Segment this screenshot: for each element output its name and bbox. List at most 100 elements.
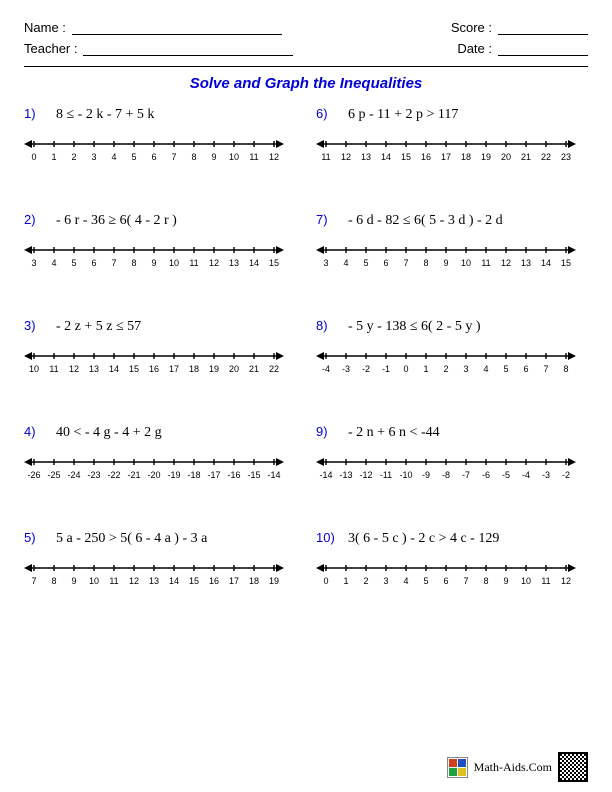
- problem-header: 2)- 6 r - 36 ≥ 6( 4 - 2 r ): [24, 212, 296, 230]
- svg-text:12: 12: [129, 576, 139, 586]
- svg-text:-20: -20: [147, 470, 160, 480]
- svg-text:-17: -17: [207, 470, 220, 480]
- svg-text:4: 4: [483, 364, 488, 374]
- svg-text:10: 10: [521, 576, 531, 586]
- svg-text:-4: -4: [322, 364, 330, 374]
- numberline: 10111213141516171819202122: [24, 344, 284, 378]
- svg-text:14: 14: [109, 364, 119, 374]
- svg-text:7: 7: [543, 364, 548, 374]
- svg-text:-3: -3: [342, 364, 350, 374]
- svg-text:2: 2: [443, 364, 448, 374]
- numberline-container: 0123456789101112: [316, 556, 576, 590]
- inequality-text: - 6 d - 82 ≤ 6( 5 - 3 d ) - 2 d: [348, 213, 503, 229]
- svg-text:6: 6: [91, 258, 96, 268]
- svg-text:21: 21: [521, 152, 531, 162]
- svg-text:15: 15: [189, 576, 199, 586]
- teacher-field: Teacher :: [24, 41, 293, 56]
- svg-text:2: 2: [71, 152, 76, 162]
- svg-text:13: 13: [361, 152, 371, 162]
- name-input-line[interactable]: [72, 21, 282, 35]
- svg-text:23: 23: [561, 152, 571, 162]
- svg-text:12: 12: [501, 258, 511, 268]
- svg-text:5: 5: [503, 364, 508, 374]
- numberline-container: 0123456789101112: [24, 132, 284, 166]
- date-label: Date :: [457, 41, 492, 56]
- svg-text:4: 4: [343, 258, 348, 268]
- svg-text:19: 19: [269, 576, 279, 586]
- score-label: Score :: [451, 20, 492, 35]
- svg-text:17: 17: [441, 152, 451, 162]
- svg-text:12: 12: [341, 152, 351, 162]
- score-field: Score :: [451, 20, 588, 35]
- svg-text:6: 6: [443, 576, 448, 586]
- svg-text:-19: -19: [167, 470, 180, 480]
- svg-text:11: 11: [541, 576, 550, 586]
- footer-text: Math-Aids.Com: [474, 760, 552, 775]
- svg-text:14: 14: [541, 258, 551, 268]
- svg-text:3: 3: [31, 258, 36, 268]
- problem: 1)8 ≤ - 2 k - 7 + 5 k 0123456789101112: [24, 106, 296, 166]
- svg-text:0: 0: [31, 152, 36, 162]
- svg-text:5: 5: [363, 258, 368, 268]
- svg-text:10: 10: [461, 258, 471, 268]
- name-field: Name :: [24, 20, 282, 35]
- svg-text:17: 17: [229, 576, 239, 586]
- svg-text:11: 11: [321, 152, 330, 162]
- svg-text:16: 16: [209, 576, 219, 586]
- svg-text:7: 7: [111, 258, 116, 268]
- problem-header: 5)5 a - 250 > 5( 6 - 4 a ) - 3 a: [24, 530, 296, 548]
- problem-number: 2): [24, 212, 46, 227]
- svg-text:8: 8: [191, 152, 196, 162]
- svg-text:20: 20: [229, 364, 239, 374]
- problem-header: 7) - 6 d - 82 ≤ 6( 5 - 3 d ) - 2 d: [316, 212, 588, 230]
- svg-text:-16: -16: [227, 470, 240, 480]
- problem-number: 3): [24, 318, 46, 333]
- svg-text:3: 3: [383, 576, 388, 586]
- problem-number: 6): [316, 106, 338, 121]
- date-input-line[interactable]: [498, 42, 588, 56]
- svg-text:6: 6: [151, 152, 156, 162]
- svg-text:10: 10: [169, 258, 179, 268]
- numberline-container: 78910111213141516171819: [24, 556, 284, 590]
- svg-text:13: 13: [521, 258, 531, 268]
- svg-text:8: 8: [563, 364, 568, 374]
- svg-text:-5: -5: [502, 470, 510, 480]
- svg-text:9: 9: [443, 258, 448, 268]
- svg-text:22: 22: [269, 364, 279, 374]
- svg-text:9: 9: [151, 258, 156, 268]
- problem: 7)- 6 d - 82 ≤ 6( 5 - 3 d ) - 2 d 345678…: [316, 212, 588, 272]
- svg-text:-21: -21: [127, 470, 140, 480]
- svg-text:8: 8: [483, 576, 488, 586]
- svg-text:-8: -8: [442, 470, 450, 480]
- svg-text:13: 13: [89, 364, 99, 374]
- svg-text:-6: -6: [482, 470, 490, 480]
- numberline-container: 3456789101112131415: [316, 238, 576, 272]
- svg-text:12: 12: [269, 152, 279, 162]
- problem: 2)- 6 r - 36 ≥ 6( 4 - 2 r ) 345678910111…: [24, 212, 296, 272]
- header-row-2: Teacher : Date :: [24, 41, 588, 56]
- svg-text:16: 16: [421, 152, 431, 162]
- svg-text:18: 18: [461, 152, 471, 162]
- problem: 8)- 5 y - 138 ≤ 6( 2 - 5 y ) -4-3-2-1012…: [316, 318, 588, 378]
- numberline: -14-13-12-11-10-9-8-7-6-5-4-3-2: [316, 450, 576, 484]
- svg-text:6: 6: [523, 364, 528, 374]
- svg-text:14: 14: [169, 576, 179, 586]
- svg-text:2: 2: [363, 576, 368, 586]
- score-input-line[interactable]: [498, 21, 588, 35]
- svg-text:14: 14: [249, 258, 259, 268]
- teacher-input-line[interactable]: [83, 42, 293, 56]
- svg-text:12: 12: [561, 576, 571, 586]
- numberline-container: -26-25-24-23-22-21-20-19-18-17-16-15-14: [24, 450, 284, 484]
- footer: Math-Aids.Com: [447, 752, 588, 782]
- svg-text:12: 12: [69, 364, 79, 374]
- svg-text:10: 10: [89, 576, 99, 586]
- problem: 9)- 2 n + 6 n < -44 -14-13-12-11-10-9-8-…: [316, 424, 588, 484]
- svg-text:7: 7: [403, 258, 408, 268]
- svg-text:8: 8: [131, 258, 136, 268]
- svg-text:4: 4: [403, 576, 408, 586]
- svg-text:7: 7: [171, 152, 176, 162]
- svg-text:8: 8: [423, 258, 428, 268]
- inequality-text: 5 a - 250 > 5( 6 - 4 a ) - 3 a: [56, 531, 207, 547]
- numberline: 3456789101112131415: [316, 238, 576, 272]
- problem-number: 7): [316, 212, 338, 227]
